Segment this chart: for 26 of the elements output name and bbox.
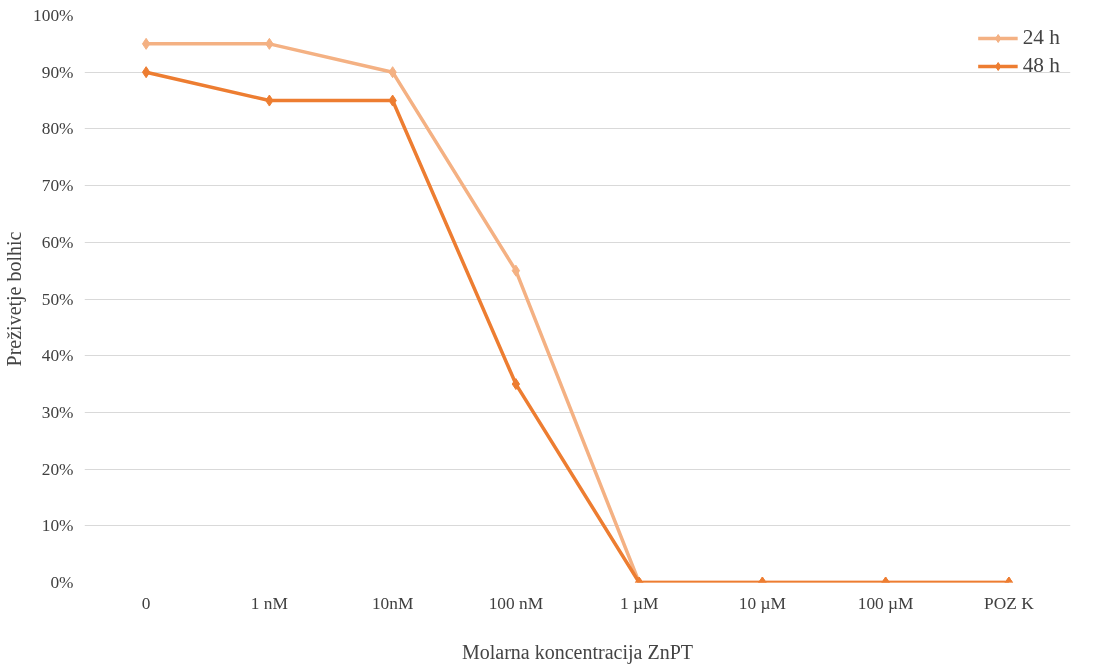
y-tick-label: 40%: [41, 346, 74, 366]
point: [141, 66, 151, 79]
legend-label: 48 h: [1022, 53, 1060, 78]
x-tick-label: 10nM: [371, 593, 414, 613]
y-axis-title: Preživetje bolhic: [3, 231, 27, 367]
x-tick-label: 0: [141, 593, 151, 613]
x-tick-label: 10 µM: [738, 593, 786, 613]
y-tick-label: 100%: [33, 6, 74, 25]
x-tick-label: POZ K: [984, 593, 1035, 613]
y-tick-label: 80%: [41, 119, 74, 139]
x-tick-label: 1 µM: [619, 593, 659, 613]
x-tick-label: 100 nM: [488, 593, 544, 613]
y-tick-label: 50%: [41, 289, 74, 309]
point: [511, 264, 521, 277]
x-axis-title: Molarna koncentracija ZnPT: [461, 640, 694, 664]
y-tick-label: 90%: [41, 62, 74, 82]
y-tick-label: 60%: [41, 232, 74, 252]
legend-label: 24 h: [1022, 25, 1060, 50]
y-tick-label: 70%: [41, 176, 74, 196]
y-tick-label: 30%: [41, 402, 74, 422]
y-tick-label: 0%: [50, 573, 74, 592]
y-tick-label: 20%: [41, 459, 74, 479]
point: [141, 37, 151, 50]
y-tick-label: 10%: [41, 516, 74, 536]
x-tick-label: 100 µM: [857, 593, 914, 613]
x-tick-label: 1 nM: [250, 593, 288, 613]
